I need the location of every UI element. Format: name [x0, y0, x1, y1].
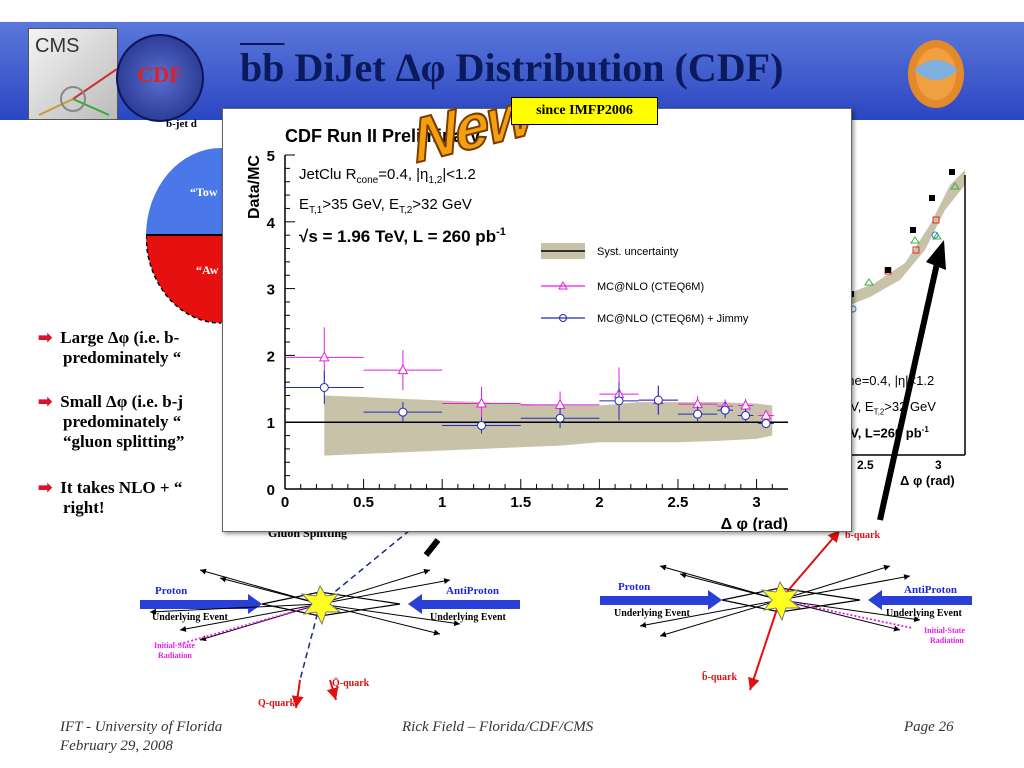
- series-1-point-2: [397, 364, 409, 375]
- bullet-3-text: It takes NLO + “: [60, 478, 183, 497]
- bg-text-3b: -1: [921, 425, 929, 434]
- series-2-point-10: [761, 419, 771, 429]
- series-2-point-9: [741, 411, 751, 421]
- x-tick-label: 1: [438, 494, 446, 511]
- right-isr: Initial-State: [924, 626, 965, 635]
- title-rest: DiJet Δφ Distribution (CDF): [284, 45, 784, 90]
- y-tick-label: 5: [267, 148, 275, 165]
- x-tick-label: 0.5: [353, 494, 374, 511]
- annotation-line-3: √s = 1.96 TeV, L = 260 pb-1: [299, 226, 506, 246]
- series-1-point-1: [318, 351, 330, 362]
- left-diagram: [140, 529, 520, 709]
- arrow-right-icon: ➡: [38, 328, 53, 347]
- cms-logo-graphic: [38, 68, 117, 116]
- x-tick-label: 2: [595, 494, 603, 511]
- qbar-quark-label: Q̄-quark: [332, 678, 370, 689]
- bullet-3: ➡ It takes NLO + “ right!: [38, 478, 182, 518]
- right-isr2: Radiation: [930, 636, 964, 645]
- left-isr: Initial-State: [154, 641, 195, 650]
- b-quark-label: b-quark: [845, 530, 881, 541]
- y-tick-label: 3: [267, 282, 275, 299]
- bullet-2-line3: “gluon splitting”: [63, 432, 185, 451]
- x-tick-label: 1.5: [510, 494, 531, 511]
- y-tick-label: 4: [267, 215, 276, 232]
- main-chart-panel: 0 1 2 3 4 5 0 0.5 1 1.5 2 2.5 3 Δ φ (rad) Data/MC CDF R…: [222, 108, 852, 532]
- bullet-2: ➡ Small Δφ (i.e. b-j predominately “ “glu…: [38, 392, 184, 452]
- bullet-2-text: Small Δφ (i.e. b-j: [60, 392, 184, 411]
- bullet-3-line2: right!: [63, 498, 105, 517]
- bg-text-2c: >32 GeV: [884, 399, 936, 414]
- legend-label: MC@NLO (CTEQ6M) + Jimmy: [597, 313, 749, 325]
- series-1-point-3: [476, 397, 487, 408]
- series-2-point-2: [398, 407, 408, 417]
- series-1-point-4: [554, 398, 566, 409]
- toward-label: “Tow: [190, 185, 218, 199]
- series-2-point-8: [720, 405, 730, 415]
- slide-title: bb DiJet Δφ Distribution (CDF): [240, 44, 880, 91]
- bullet-1: ➡ Large Δφ (i.e. b- predominately “: [38, 328, 181, 368]
- left-isr2: Radiation: [158, 651, 192, 660]
- right-antiproton-label: AntiProton: [904, 584, 957, 596]
- legend-label: MC@NLO (CTEQ6M): [597, 281, 704, 293]
- series-2-point-1: [319, 382, 329, 392]
- y-tick-label: 0: [267, 482, 275, 499]
- right-ue-right: Underlying Event: [886, 608, 962, 619]
- footer-right: Page 26: [904, 719, 954, 735]
- away-label: “Aw: [196, 263, 219, 277]
- bullet-1-text: Large Δφ (i.e. b-: [60, 328, 180, 347]
- left-proton-label: Proton: [155, 585, 188, 597]
- right-diagram: [600, 240, 972, 691]
- footer-left-2: February 29, 2008: [60, 738, 173, 754]
- syst-uncertainty-band: [324, 395, 773, 456]
- footer-left-1: IFT - University of Florida: [60, 719, 223, 735]
- since-badge: since IMFP2006: [511, 97, 658, 125]
- legend-series-1-marker: [558, 280, 568, 290]
- main-chart: 0 1 2 3 4 5 0 0.5 1 1.5 2 2.5 3 Δ φ (rad) Data/MC CDF R…: [246, 126, 788, 531]
- x-tick-label: 2.5: [668, 494, 689, 511]
- right-proton-label: Proton: [618, 581, 651, 593]
- series-2-point-5: [614, 396, 624, 406]
- x-tick-label: 0: [281, 494, 289, 511]
- bg-text-2b: T,2: [873, 407, 885, 417]
- series-2-point-6: [653, 395, 663, 405]
- title-bb: bb: [240, 45, 285, 90]
- left-ue-right: Underlying Event: [430, 612, 506, 623]
- globe-icon: [908, 40, 964, 108]
- cdf-logo-text: CDF: [137, 62, 183, 87]
- q-quark-label: Q-quark: [258, 698, 296, 709]
- arrow-right-icon: ➡: [38, 392, 53, 411]
- series-1-point-10: [760, 409, 772, 420]
- x-tick-label: 3: [752, 494, 760, 511]
- right-ue-left: Underlying Event: [614, 608, 690, 619]
- bjet-label: b-jet d: [166, 118, 197, 130]
- y-axis-label: Data/MC: [246, 155, 263, 219]
- y-tick-label: 2: [267, 348, 275, 365]
- annotation-line-1: JetClu Rcone=0.4, |η1,2|<1.2: [299, 166, 476, 186]
- bg-xlabel: Δ φ (rad): [900, 473, 955, 488]
- series-2-point-7: [693, 409, 703, 419]
- background-plot-graphic: [845, 169, 966, 456]
- series-2-point-3: [476, 421, 486, 431]
- cdf-logo: CDF: [116, 34, 204, 122]
- bg-tick-1: 2.5: [857, 458, 874, 472]
- cms-logo-text: CMS: [35, 35, 80, 57]
- footer-center: Rick Field – Florida/CDF/CMS: [402, 719, 594, 735]
- uf-logo: [904, 30, 968, 114]
- chart-title: CDF Run II Preliminary: [285, 126, 480, 146]
- arrow-right-icon: ➡: [38, 478, 53, 497]
- bullet-1-line2: predominately “: [63, 348, 182, 367]
- annotation-line-2: ET,1>35 GeV, ET,2>32 GeV: [299, 196, 472, 216]
- bg-tick-2: 3: [935, 458, 942, 472]
- legend-series-2-marker: [559, 314, 567, 322]
- x-axis-label: Δ φ (rad): [721, 516, 788, 531]
- left-antiproton-label: AntiProton: [446, 585, 499, 597]
- series-2-point-4: [555, 413, 565, 423]
- left-ue-left: Underlying Event: [152, 612, 228, 623]
- legend-label: Syst. uncertainty: [597, 246, 679, 258]
- bullet-2-line2: predominately “: [63, 412, 182, 431]
- cms-logo: CMS: [28, 28, 118, 120]
- bbar-quark-label: b̄-quark: [702, 672, 738, 683]
- y-tick-label: 1: [267, 415, 275, 432]
